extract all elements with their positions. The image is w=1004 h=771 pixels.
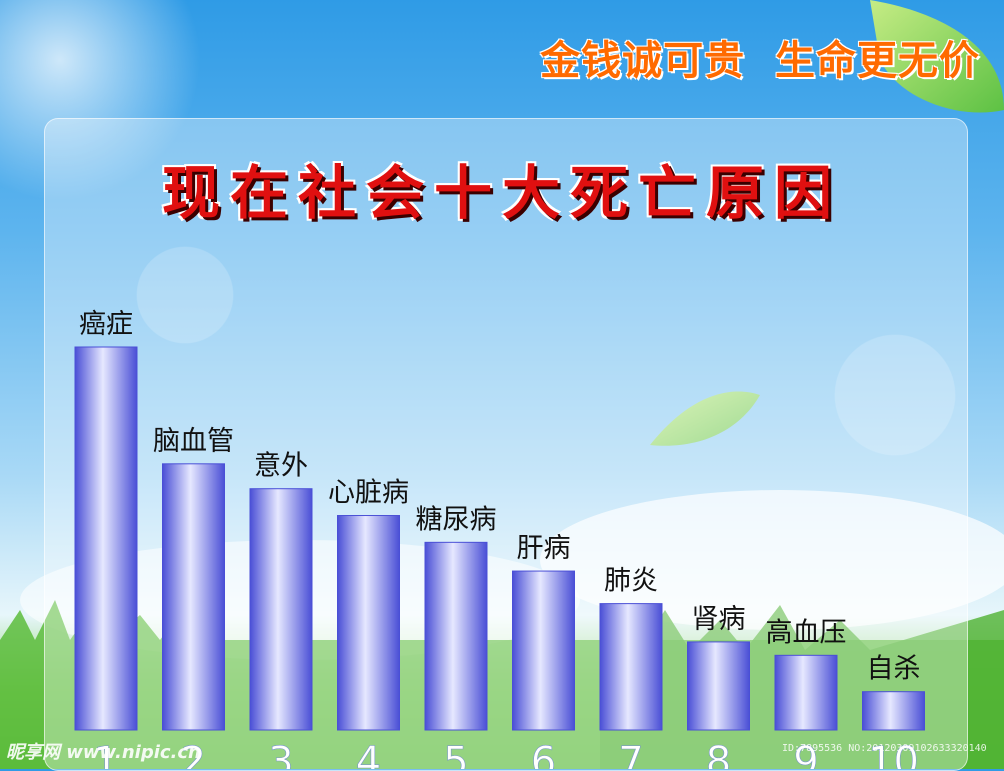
bar-label: 肺炎 (604, 566, 658, 597)
bar-label: 糖尿病 (416, 504, 497, 535)
x-tick-label: 2 (181, 739, 206, 769)
x-tick-label: 7 (618, 739, 643, 769)
bar (424, 541, 488, 731)
bar-label: 自杀 (867, 654, 921, 685)
bar (599, 603, 663, 731)
x-tick-labels-layer: 1 2 3 4 5 6 7 8 9 10 (93, 739, 919, 769)
leaf-decoration (650, 391, 760, 446)
bar (74, 346, 138, 731)
bar (774, 654, 838, 731)
x-tick-label: 6 (531, 739, 556, 769)
watermark-logo: 昵享网 www.nipic.cn (6, 742, 201, 763)
bubble (136, 246, 234, 344)
chart-title: 现在社会十大死亡原因 (161, 159, 842, 227)
leaf-decoration (870, 0, 1004, 113)
slogan-text: 金钱诚可贵 生命更无价 (540, 38, 980, 84)
bar (337, 515, 400, 731)
x-tick-label: 9 (793, 739, 818, 769)
bar (249, 488, 313, 731)
bar-label: 心脏病 (328, 478, 409, 509)
bubble (834, 334, 956, 456)
x-tick-label: 5 (443, 739, 468, 769)
x-tick-label: 10 (868, 739, 919, 769)
bar-label: 意外 (254, 451, 308, 482)
bar (862, 691, 925, 731)
bar-label: 肝病 (517, 533, 571, 564)
cloud (540, 490, 1004, 630)
bar-label: 癌症 (79, 309, 133, 340)
x-tick-label: 4 (356, 739, 381, 769)
x-tick-label: 3 (268, 739, 293, 769)
sun-glow (0, 0, 200, 200)
bar-label: 脑血管 (153, 426, 234, 457)
x-tick-label: 8 (706, 739, 731, 769)
watermark-id: ID:7895536 NO:20120309102633320140 (782, 743, 987, 754)
bar (512, 570, 575, 731)
bar (162, 463, 225, 731)
bars-layer (74, 346, 925, 731)
bar (687, 641, 750, 731)
x-tick-label: 1 (93, 739, 118, 769)
bar-label: 高血压 (766, 617, 847, 648)
bar-label: 肾病 (692, 604, 746, 635)
